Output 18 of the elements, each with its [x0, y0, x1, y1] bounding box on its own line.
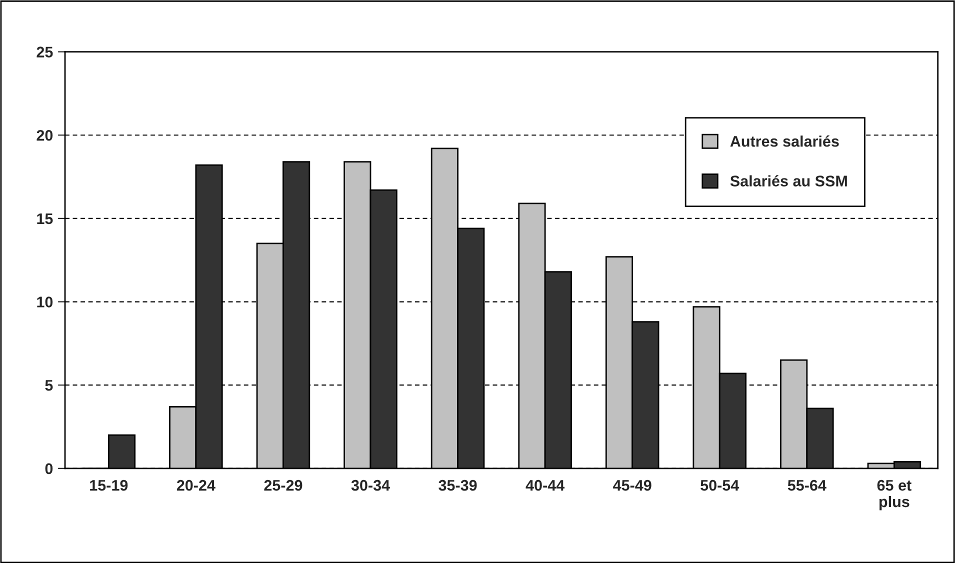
y-tick-label: 25	[36, 46, 53, 58]
y-tick-label: 15	[37, 213, 53, 224]
x-tick-label: 50-54	[700, 480, 740, 491]
y-tick-label: 5	[45, 380, 53, 391]
x-tick-label: 40-44	[526, 480, 565, 491]
x-tick-label: 35-39	[438, 480, 477, 491]
x-tick-label: 55-64	[788, 480, 826, 491]
x-tick-label: 65 et plus	[877, 480, 912, 510]
y-tick-label: 20	[36, 130, 53, 141]
x-tick-label: 30-34	[351, 480, 390, 491]
x-tick-label: 45-49	[613, 480, 652, 491]
x-tick-label: 20-24	[176, 480, 216, 491]
legend-label: Salariés au SSM	[730, 175, 847, 186]
legend-label: Autres salariés	[730, 135, 839, 147]
x-tick-label: 15-19	[90, 480, 128, 491]
y-tick-label: 0	[45, 463, 53, 474]
y-tick-label: 10	[37, 296, 53, 308]
x-tick-label: 25-29	[264, 480, 302, 491]
